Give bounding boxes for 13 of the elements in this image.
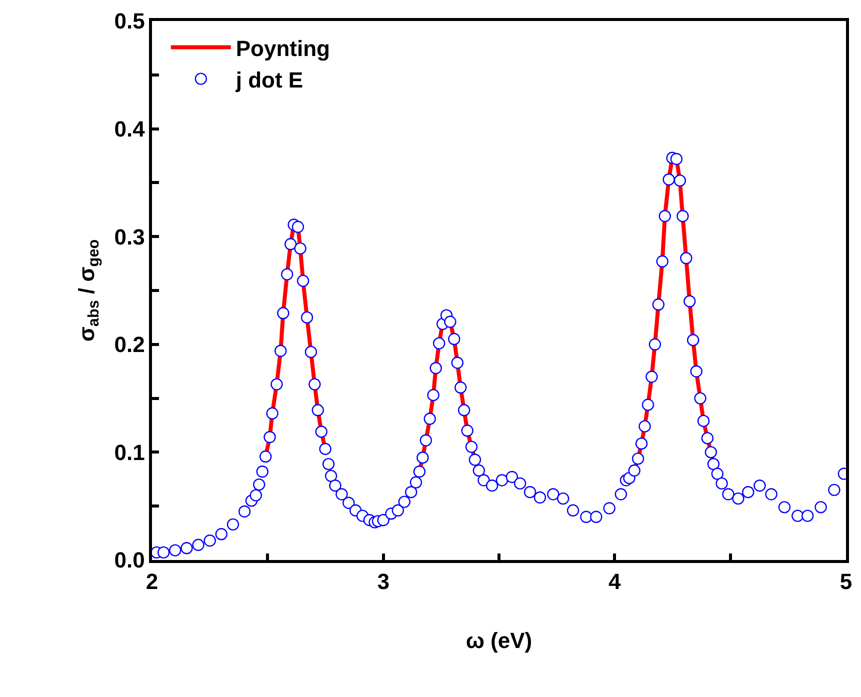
- legend-label: Poynting: [236, 36, 330, 61]
- y-tick-label: 0.3: [114, 224, 145, 250]
- x-tick-label: 5: [840, 569, 852, 594]
- x-tick-label: 2: [146, 569, 158, 594]
- legend-label: j dot E: [234, 67, 304, 92]
- x-axis-title: ω (eV): [466, 628, 532, 654]
- y-tick-label: 0.5: [114, 8, 145, 34]
- y-tick-label: 0.1: [114, 440, 145, 465]
- x-tick-label: 3: [377, 569, 390, 594]
- x-tick-label: 4: [608, 569, 622, 594]
- y-tick-label: 0.2: [114, 332, 145, 358]
- y-tick-label: 0.0: [114, 548, 145, 573]
- y-tick-label: 0.4: [114, 116, 146, 142]
